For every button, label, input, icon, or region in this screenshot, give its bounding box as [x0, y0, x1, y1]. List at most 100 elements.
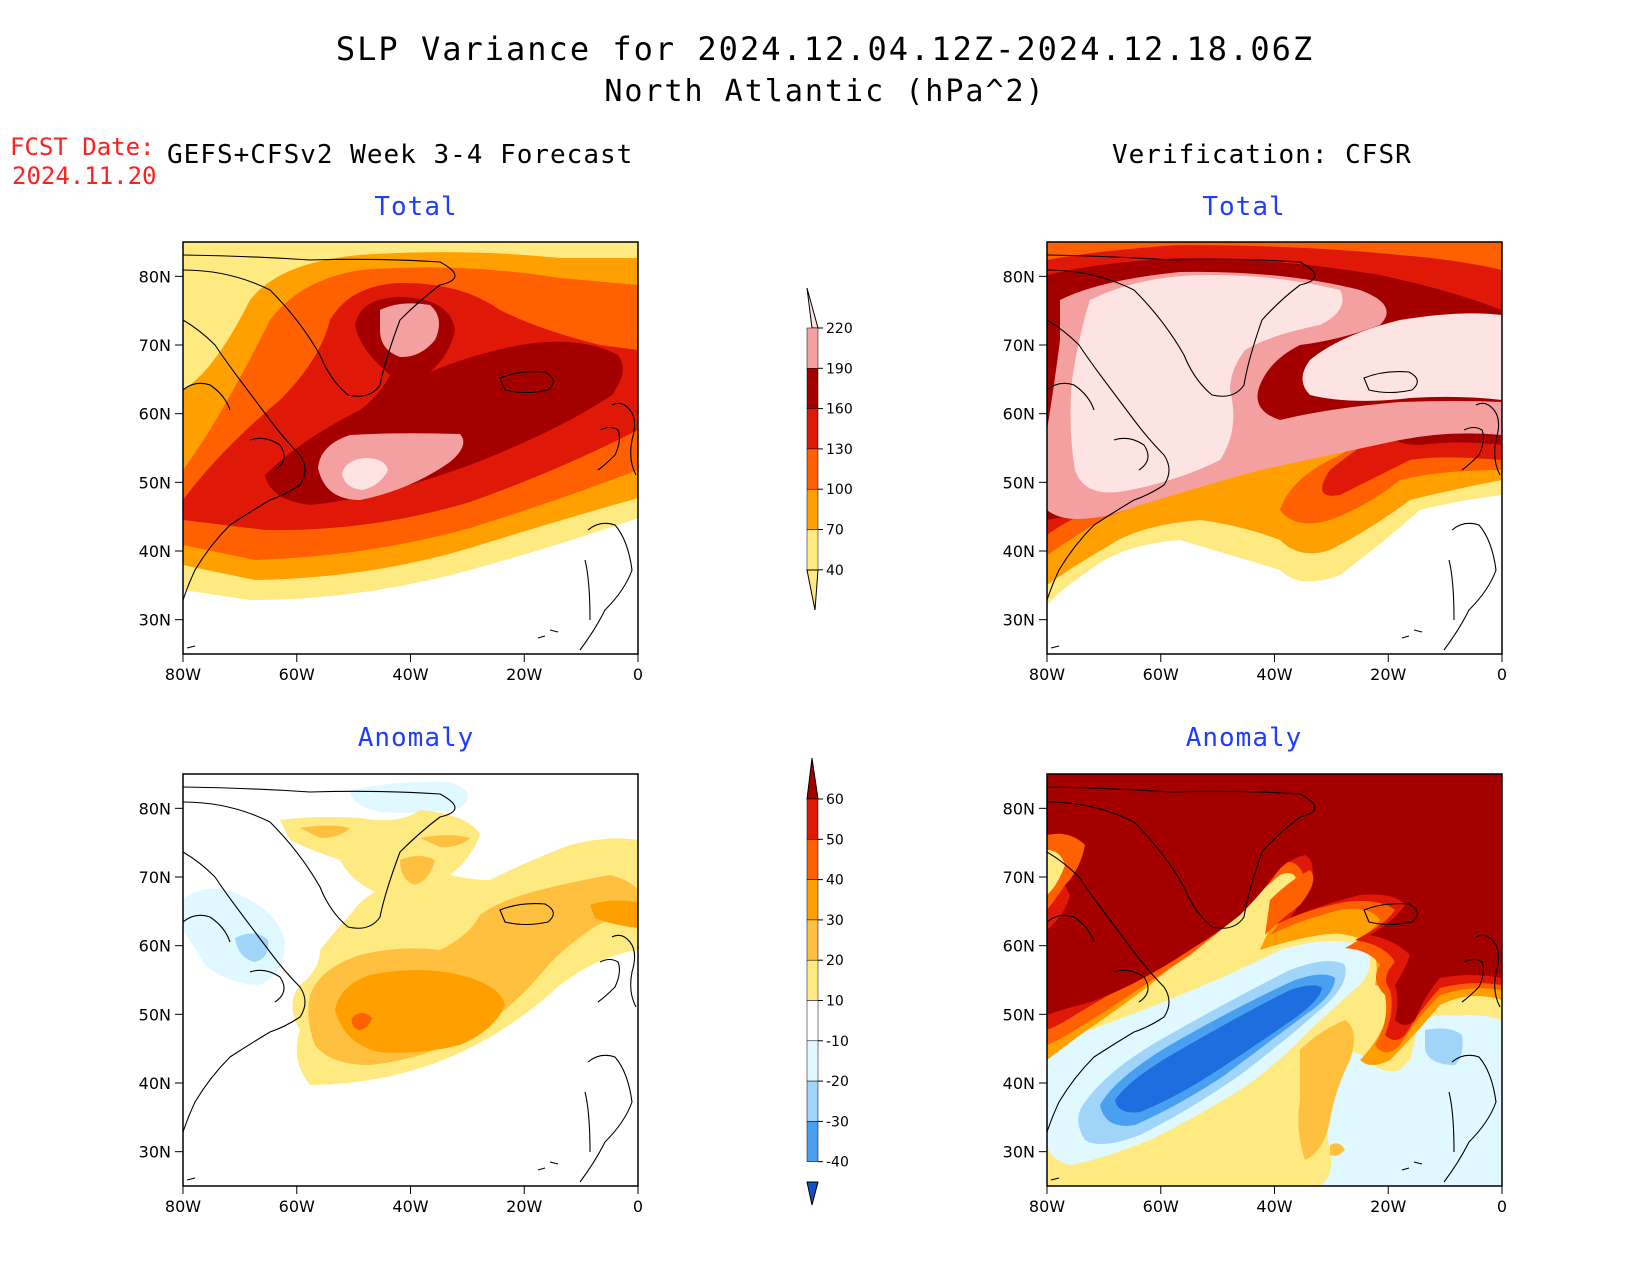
colorbar-anomaly-label: -10: [826, 1034, 849, 1050]
fcst-label: FCST Date:: [10, 133, 155, 161]
contour-220-east: [1302, 313, 1502, 401]
lat-label: 30N: [139, 611, 171, 630]
coastlines: [183, 254, 637, 651]
lat-label: 80N: [1003, 799, 1035, 818]
contour-220-west: [1070, 275, 1343, 493]
lat-label: 50N: [1003, 473, 1035, 492]
pos-contour-40-ridge: [1265, 870, 1314, 935]
lon-label: 60W: [279, 1197, 315, 1216]
lat-label: 70N: [139, 336, 171, 355]
lon-label: 80W: [1029, 1197, 1065, 1216]
colorbar-total-label: 190: [826, 361, 853, 377]
right-header: Verification: CFSR: [1112, 140, 1412, 170]
colorbar-anomaly-label: -40: [826, 1155, 849, 1171]
colorbar-total-box: [806, 327, 819, 369]
panel-title-bottom-left: Anomaly: [357, 723, 475, 753]
colorbar-anomaly-box: [806, 1000, 819, 1042]
pos-contour-60: [1047, 774, 1502, 1025]
lon-label: 40W: [1256, 665, 1292, 684]
colorbar-anomaly-label: 20: [826, 953, 844, 969]
colorbar-anomaly-box: [806, 959, 819, 1001]
neg-contour-10-north: [350, 781, 468, 813]
pos-contour-30: [335, 900, 638, 1053]
neg-contour-40: [1115, 985, 1322, 1113]
colorbar-anomaly-label: 40: [826, 873, 844, 889]
lon-label: 60W: [1143, 665, 1179, 684]
coastlines: [1047, 786, 1501, 1183]
colorbar-anomaly-bottom-arrow: [806, 1181, 819, 1206]
neg-contour-20: [235, 933, 269, 962]
lon-label: 60W: [279, 665, 315, 684]
lat-label: 50N: [139, 1005, 171, 1024]
lat-label: 60N: [139, 405, 171, 424]
lat-label: 70N: [1003, 868, 1035, 887]
lon-label: 60W: [1143, 1197, 1179, 1216]
lon-label: 0: [633, 665, 643, 684]
colorbar-total-label: 160: [826, 402, 853, 418]
lat-label: 40N: [139, 1074, 171, 1093]
lat-label: 40N: [139, 542, 171, 561]
fcst-date: 2024.11.20: [12, 162, 157, 190]
panel-title-bottom-right: Anomaly: [1185, 723, 1303, 753]
coastlines: [1047, 254, 1501, 651]
colorbar-total-label: 100: [826, 482, 853, 498]
lat-label: 30N: [139, 1143, 171, 1162]
panel-title-top-left: Total: [374, 192, 458, 222]
lat-label: 80N: [1003, 267, 1035, 286]
map-axes: 80N 70N 60N 50N 40N 30N 80W 60W 40W 20W 0 80N 70N 60N…: [139, 267, 1507, 1216]
lat-label: 40N: [1003, 542, 1035, 561]
lon-label: 0: [633, 1197, 643, 1216]
colorbar-total-box: [806, 488, 819, 530]
pos-contour-20-plume: [1298, 1020, 1354, 1160]
left-header: GEFS+CFSv2 Week 3-4 Forecast: [167, 140, 634, 170]
lon-label: 40W: [392, 1197, 428, 1216]
lon-label: 80W: [165, 1197, 201, 1216]
coastlines: [183, 786, 637, 1183]
lat-label: 70N: [139, 868, 171, 887]
colorbar-total-box: [806, 448, 819, 490]
lon-label: 0: [1497, 1197, 1507, 1216]
lat-label: 50N: [139, 473, 171, 492]
lon-label: 80W: [165, 665, 201, 684]
colorbar-anomaly-label: 50: [826, 832, 844, 848]
verification-total-map: [1047, 242, 1502, 654]
colorbar-total-label: 40: [826, 563, 844, 579]
lon-label: 40W: [1256, 1197, 1292, 1216]
main-subtitle: North Atlantic (hPa^2): [604, 74, 1046, 109]
lon-label: 20W: [1370, 1197, 1406, 1216]
lat-label: 40N: [1003, 1074, 1035, 1093]
colorbar-anomaly-box: [806, 919, 819, 961]
colorbar-total-label: 130: [826, 442, 853, 458]
colorbar-total-box: [806, 529, 819, 571]
colorbar-anomaly-box: [806, 1040, 819, 1082]
lat-label: 60N: [1003, 937, 1035, 956]
colorbar-anomaly-box: [806, 879, 819, 921]
colorbar-total-label: 220: [826, 321, 853, 337]
colorbar-anomaly-box: [806, 798, 819, 840]
colorbar-anomaly-box: [806, 1121, 819, 1162]
colorbar-anomaly-label: 10: [826, 994, 844, 1010]
lat-label: 60N: [1003, 405, 1035, 424]
colorbar-total-top-arrow: [806, 287, 819, 329]
lat-label: 80N: [139, 267, 171, 286]
colorbar-total: 220 190 160 130 100 70 40: [806, 287, 853, 611]
lat-label: 70N: [1003, 336, 1035, 355]
lat-label: 60N: [139, 937, 171, 956]
colorbar-anomaly-top-arrow: [806, 757, 819, 800]
forecast-total-map: [183, 242, 638, 654]
colorbar-total-box: [806, 368, 819, 409]
lon-label: 20W: [506, 665, 542, 684]
verification-anomaly-map: [1047, 774, 1502, 1186]
colorbar-total-bottom-arrow: [806, 569, 819, 611]
lon-label: 40W: [392, 665, 428, 684]
colorbar-anomaly: 60 50 40 30 20 10 -10 -20 -30 -40: [806, 757, 849, 1206]
colorbar-anomaly-label: -30: [826, 1114, 849, 1130]
colorbar-total-box: [806, 408, 819, 450]
lon-label: 80W: [1029, 665, 1065, 684]
lon-label: 20W: [506, 1197, 542, 1216]
forecast-anomaly-map: [183, 774, 638, 1186]
lon-label: 20W: [1370, 665, 1406, 684]
panel-title-top-right: Total: [1202, 192, 1286, 222]
neg-contour-10-west: [183, 888, 285, 985]
